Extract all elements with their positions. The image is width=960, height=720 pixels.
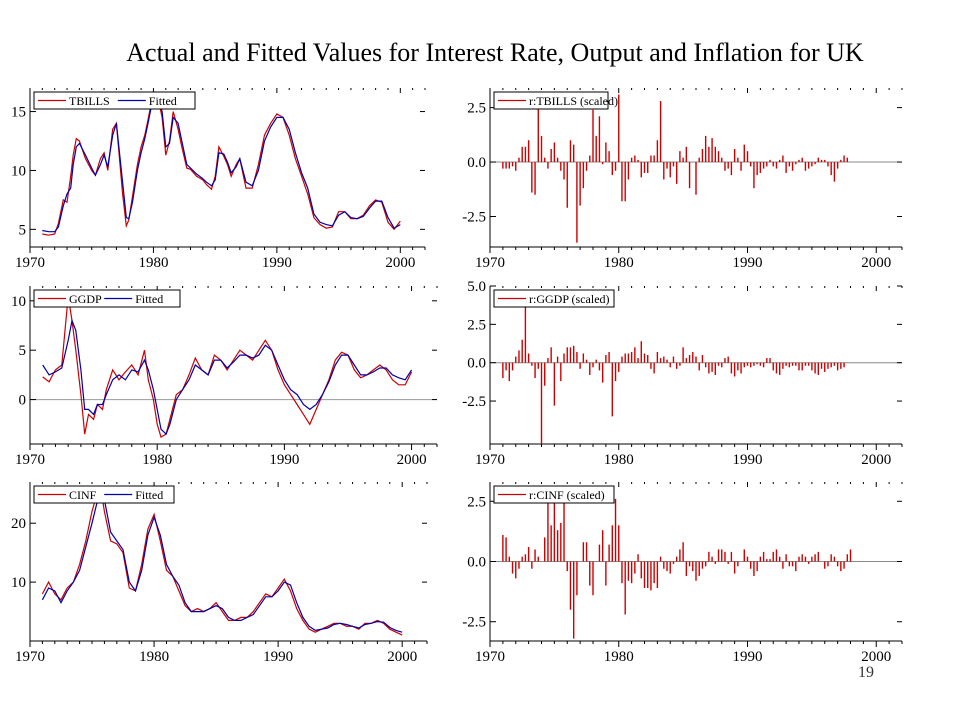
series-line-fitted <box>42 94 401 233</box>
x-tick-label: 1980 <box>139 649 169 665</box>
x-tick-label: 1990 <box>269 452 299 468</box>
x-tick-label: 1990 <box>733 649 763 665</box>
x-tick-label: 1980 <box>604 452 634 468</box>
legend-label-1: CINF <box>69 488 97 502</box>
x-tick-label: 1980 <box>138 255 168 271</box>
y-tick-label: 0 <box>19 393 27 409</box>
x-tick-label: 1980 <box>604 255 634 271</box>
x-tick-label: 1970 <box>475 452 505 468</box>
series-line-fitted <box>42 318 413 436</box>
chart-panel-6: 1970 1980 1990 2000 -2.5 0.0 2.5 r:CINF (scaled… <box>462 482 903 665</box>
legend-label-2: Fitted <box>149 94 177 108</box>
chart-panel-1: 1970 1980 1990 2000 5 10 15 TBILLS Fitted <box>11 88 426 271</box>
x-tick-label: 1990 <box>733 452 763 468</box>
y-tick-label: 20 <box>11 516 26 532</box>
chart-panel-5: 1970 1980 1990 2000 10 20 CINF Fitted <box>11 482 428 665</box>
y-tick-label: 5 <box>19 343 27 359</box>
y-tick-label: 10 <box>11 575 26 591</box>
y-tick-label: 10 <box>11 294 26 310</box>
y-tick-label: 10 <box>11 163 26 179</box>
x-tick-label: 1990 <box>733 255 763 271</box>
legend-label-2: Fitted <box>135 292 163 306</box>
y-tick-label: 15 <box>11 105 26 121</box>
x-tick-label: 1970 <box>475 255 505 271</box>
y-tick-label: -2.5 <box>462 615 486 631</box>
page-number: 19 <box>858 664 874 681</box>
y-tick-label: 2.5 <box>467 494 486 510</box>
x-tick-label: 2000 <box>861 452 891 468</box>
y-tick-label: 2.5 <box>467 101 486 117</box>
y-tick-label: 0.0 <box>467 356 486 372</box>
legend-box <box>33 91 196 110</box>
x-tick-label: 1970 <box>475 649 505 665</box>
y-tick-label: 0.0 <box>467 555 486 571</box>
series-line-cinf <box>41 486 403 636</box>
x-tick-label: 2000 <box>387 649 417 665</box>
x-tick-label: 2000 <box>861 649 891 665</box>
y-tick-label: 5.0 <box>467 279 486 295</box>
x-tick-label: 1970 <box>15 649 45 665</box>
legend-label-1: r:TBILLS (scaled) <box>529 94 618 108</box>
legend-box <box>493 91 609 110</box>
chart-panel-3: 1970 1980 1990 2000 0 5 10 GGDP Fitted <box>11 286 438 468</box>
y-tick-label: -2.5 <box>462 394 486 410</box>
x-tick-label: 1980 <box>142 452 172 468</box>
series-line-ggdp <box>42 295 413 439</box>
y-tick-label: -2.5 <box>462 210 486 226</box>
slide-title: Actual and Fitted Values for Interest Ra… <box>126 38 864 67</box>
x-tick-label: 1970 <box>15 452 45 468</box>
chart-panel-2: 1970 1980 1990 2000 -2.5 0.0 2.5 r:TBILLS (scal… <box>462 88 903 271</box>
x-tick-label: 2000 <box>385 255 415 271</box>
x-tick-label: 2000 <box>397 452 427 468</box>
legend-label-1: r:GGDP (scaled) <box>529 292 610 306</box>
legend-label-2: Fitted <box>135 488 163 502</box>
x-tick-label: 1990 <box>262 255 292 271</box>
chart-panel-4: 1970 1980 1990 2000 -2.5 0.0 2.5 5.0 r:GGDP (sca… <box>462 279 903 468</box>
legend-label-1: r:CINF (scaled) <box>529 488 605 502</box>
y-tick-label: 0.0 <box>467 155 486 171</box>
y-tick-label: 2.5 <box>467 317 486 333</box>
x-tick-label: 1980 <box>604 649 634 665</box>
legend-box <box>33 485 175 504</box>
x-tick-label: 1970 <box>15 255 45 271</box>
x-tick-label: 2000 <box>861 255 891 271</box>
legend-box <box>493 289 615 308</box>
y-tick-label: 5 <box>19 222 27 238</box>
legend-box <box>493 485 615 504</box>
legend-label-1: TBILLS <box>69 94 110 108</box>
x-tick-label: 1990 <box>263 649 293 665</box>
legend-label-1: GGDP <box>69 292 102 306</box>
